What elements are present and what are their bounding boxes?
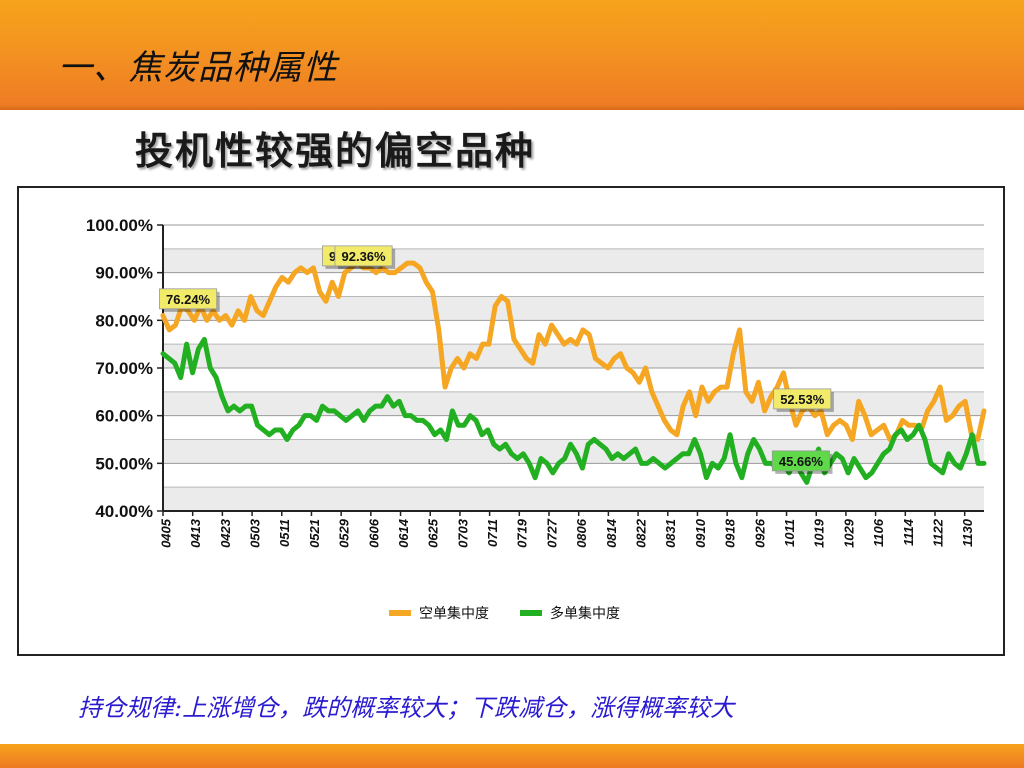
x-tick-label: 0423 (218, 518, 233, 548)
line-chart: 40.00% 50.00% 60.00% 70.00% 80.00% 90.00% 100.… (86, 216, 987, 622)
x-tick-label: 1122 (930, 518, 945, 547)
x-tick-label: 1029 (841, 518, 856, 548)
top-banner (0, 0, 1024, 110)
plot-band (163, 344, 984, 368)
plot-band (163, 415, 984, 440)
y-tick-label: 90.00% (95, 264, 153, 283)
plot-band (163, 320, 984, 345)
x-tick-label: 1130 (960, 518, 975, 547)
x-tick-label: 0511 (277, 519, 292, 547)
y-tick-label: 60.00% (95, 407, 153, 426)
x-tick-label: 1011 (782, 519, 797, 547)
x-tick-label: 0831 (663, 519, 678, 548)
y-tick-label: 50.00% (95, 454, 153, 473)
x-tick-label: 0703 (455, 518, 470, 548)
plot-band (163, 272, 984, 297)
series-line-long (160, 336, 987, 485)
y-tick-label: 70.00% (95, 359, 153, 378)
x-tick-label: 0918 (723, 518, 738, 548)
x-tick-label: 0405 (158, 518, 173, 548)
x-tick-label: 0413 (188, 518, 203, 548)
data-label: 92.36% (342, 249, 387, 264)
data-label: 45.66% (779, 454, 824, 469)
x-tick-label: 0719 (515, 518, 530, 548)
x-tick-label: 0806 (574, 518, 589, 548)
x-tick-label: 0727 (544, 518, 559, 548)
x-tick-label: 0711 (485, 519, 500, 547)
x-tick-label: 0625 (426, 518, 441, 548)
data-label-box (334, 245, 393, 267)
x-tick-label: 0926 (752, 518, 767, 548)
x-tick-label: 0910 (693, 518, 708, 548)
x-tick-label: 0606 (366, 518, 381, 548)
x-tick-label: 0822 (634, 518, 649, 548)
data-label-box (159, 288, 218, 310)
data-label: 76.24% (166, 292, 211, 307)
slide-caption: 持仓规律:上涨增仓，跌的概率较大；下跌减仓，涨得概率较大 (78, 694, 735, 722)
plot-band (163, 296, 984, 321)
x-tick-label: 1106 (871, 518, 886, 547)
data-label: 52.53% (780, 392, 825, 407)
plot-band (163, 225, 984, 249)
x-tick-label: 0521 (307, 519, 322, 548)
data-label-box (771, 450, 830, 472)
series-line-short (160, 260, 987, 442)
x-tick-label: 0503 (248, 518, 263, 548)
chart-heading: 投机性较强的偏空品种 (135, 129, 536, 173)
x-tick-label: 1114 (901, 518, 916, 546)
chart-frame: 40.00% 50.00% 60.00% 70.00% 80.00% 90.00% 100.… (17, 186, 1005, 656)
plot-band (163, 487, 984, 511)
data-label-box (773, 388, 832, 410)
x-tick-label: 0529 (337, 518, 352, 548)
x-tick-label: 0614 (396, 518, 411, 548)
x-tick-label: 1019 (812, 518, 827, 548)
legend-label: 多单集中度 (550, 605, 620, 622)
x-tick-label: 0814 (604, 518, 619, 548)
plot-band (163, 248, 984, 273)
plot-band (163, 368, 984, 392)
y-tick-label: 40.00% (95, 502, 153, 521)
y-tick-label: 100.00% (86, 216, 153, 235)
bottom-banner (0, 744, 1024, 768)
slide-title: 一、焦炭品种属性 (58, 48, 338, 88)
y-tick-label: 80.00% (95, 311, 153, 330)
legend-label: 空单集中度 (419, 605, 489, 622)
